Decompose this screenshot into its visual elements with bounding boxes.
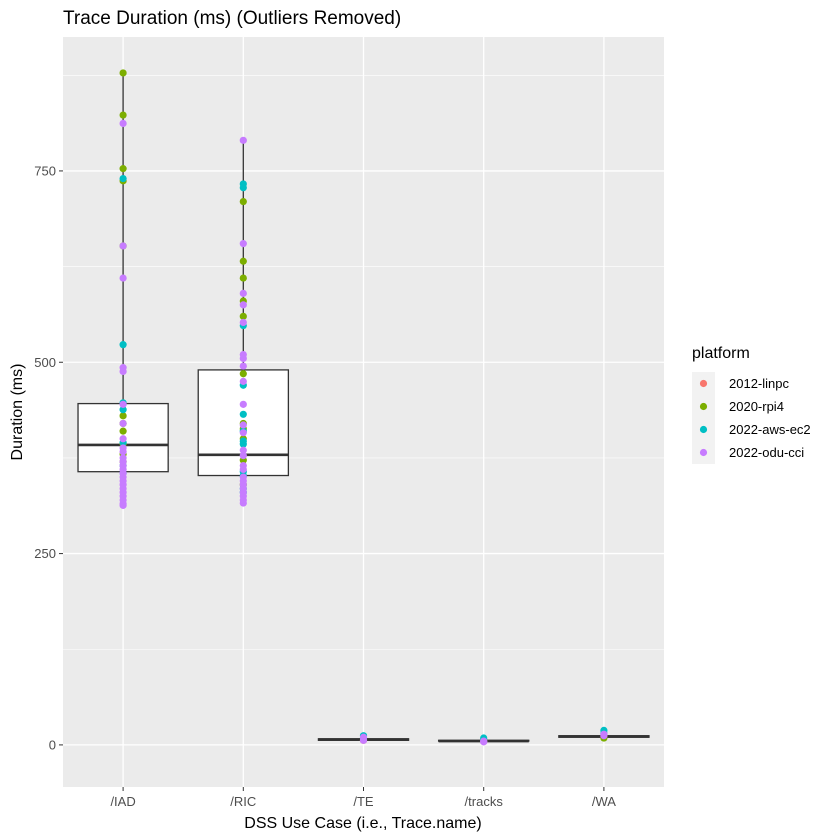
y-tick-label: 0 [49, 737, 56, 752]
data-point [600, 732, 608, 740]
data-point [119, 341, 127, 349]
data-point [119, 119, 127, 128]
legend-swatch [699, 379, 708, 388]
data-point [239, 440, 247, 448]
legend-label: 2020-rpi4 [729, 399, 784, 414]
data-point [119, 274, 127, 282]
legend-title: platform [692, 345, 750, 362]
data-point [239, 410, 247, 418]
x-tick-label: /WA [592, 794, 616, 809]
legend-label: 2012-linpc [729, 376, 789, 391]
data-point [119, 406, 127, 414]
data-point [119, 111, 127, 119]
data-point [480, 738, 488, 746]
data-point [239, 400, 247, 408]
data-point [239, 301, 247, 309]
data-point [239, 136, 247, 144]
data-point [239, 354, 247, 363]
data-point [239, 429, 247, 437]
legend-swatch [699, 425, 708, 434]
legend-swatch [699, 402, 708, 411]
chart-title: Trace Duration (ms) (Outliers Removed) [63, 8, 401, 29]
data-point [239, 312, 247, 320]
data-point [239, 499, 247, 507]
y-tick-label: 750 [34, 163, 56, 178]
legend-item: 2022-aws-ec2 [692, 418, 811, 441]
data-point [119, 419, 127, 428]
data-point [239, 452, 247, 460]
legend-item: 2022-odu-cci [692, 441, 804, 464]
data-point [239, 257, 247, 265]
x-tick-label: /RIC [230, 794, 256, 809]
x-axis: /IAD/RIC/TE/tracks/WA [110, 787, 616, 809]
data-point [119, 435, 127, 443]
data-point [239, 289, 247, 297]
data-point [239, 421, 247, 429]
data-point [239, 240, 247, 248]
y-tick-label: 250 [34, 546, 56, 561]
data-point [119, 448, 127, 456]
data-point [239, 446, 247, 454]
data-point [119, 427, 127, 435]
data-point [119, 412, 127, 420]
data-point [239, 362, 247, 370]
data-point [239, 184, 247, 192]
data-point [119, 242, 127, 250]
legend: platform 2012-linpc 2020-rpi4 2022-aws-ec2… [692, 345, 811, 464]
y-axis: 0 250 500 750 [34, 163, 63, 752]
data-points [119, 69, 608, 746]
legend-swatch [699, 448, 708, 457]
data-point [239, 274, 247, 282]
x-tick-label: /IAD [110, 794, 135, 809]
legend-label: 2022-odu-cci [729, 445, 804, 460]
data-point [119, 400, 127, 408]
data-point [119, 165, 127, 173]
legend-item: 2012-linpc [692, 372, 789, 395]
legend-label: 2022-aws-ec2 [729, 422, 811, 437]
legend-item: 2020-rpi4 [692, 395, 784, 418]
x-tick-label: /TE [353, 794, 374, 809]
data-point [239, 377, 247, 385]
data-point [119, 501, 127, 509]
y-tick-label: 500 [34, 355, 56, 370]
x-tick-label: /tracks [465, 794, 504, 809]
data-point [119, 69, 127, 77]
x-axis-title: DSS Use Case (i.e., Trace.name) [244, 815, 481, 832]
data-point [119, 367, 127, 376]
data-point [239, 370, 247, 378]
data-point [359, 736, 368, 744]
data-point [239, 318, 247, 327]
data-point [239, 465, 247, 473]
data-point [119, 174, 127, 183]
y-axis-title: Duration (ms) [9, 364, 26, 461]
data-point [239, 197, 247, 206]
